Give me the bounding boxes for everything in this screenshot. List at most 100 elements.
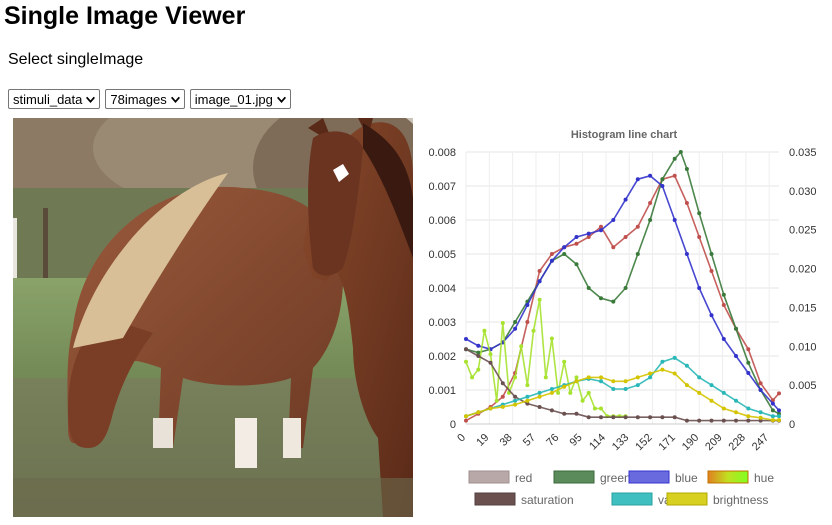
series-point-brightness xyxy=(770,418,775,423)
series-point-hue xyxy=(556,390,561,395)
series-point-red xyxy=(746,347,751,352)
x-tick-label: 38 xyxy=(498,432,515,449)
series-point-value xyxy=(672,355,677,360)
series-point-saturation xyxy=(476,354,481,358)
series-point-saturation xyxy=(697,418,702,423)
series-point-brightness xyxy=(537,394,542,399)
series-point-green xyxy=(513,320,518,324)
series-point-brightness xyxy=(586,375,591,380)
series-point-brightness xyxy=(464,414,468,419)
series-point-blue xyxy=(549,258,554,263)
page-title: Single Image Viewer xyxy=(4,2,246,30)
series-point-green xyxy=(574,262,579,267)
series-point-saturation xyxy=(746,418,751,423)
series-point-red xyxy=(697,235,702,239)
series-point-hue xyxy=(476,367,481,372)
image-count-select[interactable]: 78images xyxy=(105,89,185,109)
series-point-brightness xyxy=(574,379,579,384)
legend-swatch-green xyxy=(553,470,595,484)
series-point-red xyxy=(549,252,554,256)
series-point-hue xyxy=(592,406,597,411)
series-point-green xyxy=(697,211,702,216)
y-left-tick-label: 0.008 xyxy=(428,147,456,159)
x-tick-label: 19 xyxy=(474,432,491,449)
series-line-green xyxy=(465,151,780,415)
series-point-hue xyxy=(562,359,567,364)
x-tick-label: 152 xyxy=(633,432,654,453)
legend-swatch-red xyxy=(468,470,510,484)
series-point-blue xyxy=(562,245,567,250)
series-point-value xyxy=(660,359,665,364)
series-point-hue xyxy=(586,390,591,395)
series-point-blue xyxy=(746,371,751,375)
legend-label-hue: hue xyxy=(754,471,774,485)
series-point-blue xyxy=(537,279,542,284)
series-point-hue xyxy=(599,406,603,411)
series-point-saturation xyxy=(488,360,493,365)
x-tick-label: 114 xyxy=(587,432,608,453)
series-point-green xyxy=(635,252,640,256)
series-point-brightness xyxy=(734,410,738,415)
series-point-brightness xyxy=(697,390,702,395)
series-point-saturation xyxy=(513,394,518,399)
x-tick-label: 0 xyxy=(455,432,468,445)
y-left-tick-label: 0 xyxy=(450,419,456,431)
series-point-value xyxy=(684,363,689,368)
chevron-down-icon xyxy=(170,96,180,103)
series-point-blue xyxy=(697,286,702,290)
series-point-value xyxy=(611,387,616,391)
series-point-value xyxy=(623,387,628,391)
series-point-hue xyxy=(531,328,536,333)
series-point-green xyxy=(611,299,616,304)
series-point-brightness xyxy=(746,414,751,419)
y-left-tick-label: 0.003 xyxy=(428,317,456,329)
series-point-blue xyxy=(709,313,714,318)
series-point-blue xyxy=(721,337,726,341)
series-point-value xyxy=(770,414,775,419)
image-file-select-value: image_01.jpg xyxy=(194,91,273,107)
series-point-blue xyxy=(586,231,591,236)
image-selectors: stimuli_data 78images image_01.jpg xyxy=(8,89,291,109)
series-point-blue xyxy=(464,337,468,341)
legend-swatch-saturation xyxy=(474,492,516,506)
series-point-hue xyxy=(568,390,573,395)
series-point-hue xyxy=(519,344,524,349)
series-point-value xyxy=(513,398,518,403)
series-point-saturation xyxy=(721,418,726,423)
series-point-green xyxy=(672,156,677,161)
series-point-red xyxy=(586,235,591,239)
series-point-value xyxy=(777,414,781,419)
chart-title: Histogram line chart xyxy=(571,129,678,141)
series-point-red xyxy=(684,201,689,205)
series-point-brightness xyxy=(599,375,603,380)
x-tick-label: 57 xyxy=(521,432,538,449)
y-right-tick-label: 0.005 xyxy=(789,380,817,392)
series-point-green xyxy=(721,292,726,297)
x-tick-label: 95 xyxy=(568,432,585,449)
series-point-hue xyxy=(482,328,487,333)
series-point-red xyxy=(525,320,530,324)
series-point-blue xyxy=(734,354,738,358)
series-point-blue xyxy=(758,388,763,392)
image-count-select-value: 78images xyxy=(110,91,167,107)
y-left-tick-label: 0.002 xyxy=(428,351,456,363)
series-point-saturation xyxy=(549,408,554,413)
series-point-value xyxy=(734,398,738,403)
series-point-blue xyxy=(672,218,677,222)
series-point-blue xyxy=(525,303,530,307)
series-point-value xyxy=(525,394,530,399)
series-point-value xyxy=(635,383,640,388)
series-point-green xyxy=(660,177,665,182)
series-point-red xyxy=(672,173,677,178)
x-tick-label: 209 xyxy=(703,432,724,453)
y-right-tick-label: 0.020 xyxy=(789,264,817,276)
series-point-blue xyxy=(476,343,481,348)
series-point-blue xyxy=(770,401,775,406)
dataset-select[interactable]: stimuli_data xyxy=(8,89,101,109)
image-file-select[interactable]: image_01.jpg xyxy=(189,89,291,109)
series-point-brightness xyxy=(562,384,567,389)
y-right-tick-label: 0.025 xyxy=(789,225,817,237)
series-point-red xyxy=(537,269,542,273)
series-point-value xyxy=(549,387,554,391)
x-tick-label: 247 xyxy=(750,432,771,453)
